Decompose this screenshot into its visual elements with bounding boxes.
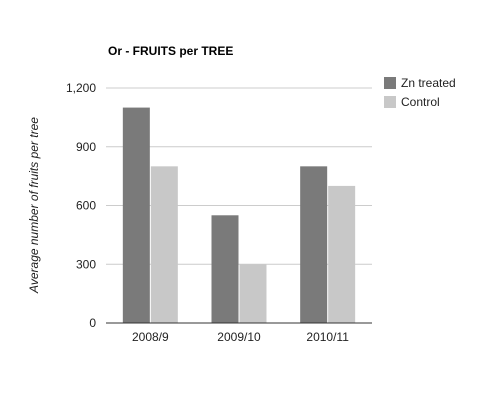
bar-zn-treated [300, 166, 328, 323]
chart-title: Or - FRUITS per TREE [108, 44, 233, 58]
legend-swatch [384, 96, 396, 108]
legend: Zn treated Control [384, 76, 456, 109]
y-tick-label: 900 [76, 140, 96, 154]
x-tick-label: 2009/10 [217, 330, 261, 344]
x-tick-label: 2010/11 [306, 330, 349, 344]
y-tick-label: 0 [89, 316, 96, 330]
legend-label: Zn treated [401, 76, 456, 90]
bar-control [150, 166, 178, 323]
x-tick-labels: 2008/9 2009/10 2010/11 [132, 330, 349, 344]
bar-control [239, 264, 267, 323]
bars [122, 107, 356, 323]
y-axis-label: Average number of fruits per tree [27, 117, 41, 294]
y-tick-labels: 0 300 600 900 1,200 [66, 81, 96, 330]
y-tick-label: 600 [76, 199, 96, 213]
bar-control [328, 185, 356, 323]
gridlines [106, 87, 372, 265]
y-tick-label: 300 [76, 257, 96, 271]
y-tick-label: 1,200 [66, 81, 96, 95]
legend-swatch [384, 77, 396, 89]
bar-zn-treated [211, 215, 239, 323]
legend-label: Control [401, 95, 440, 109]
bar-zn-treated [122, 107, 150, 323]
x-tick-label: 2008/9 [132, 330, 169, 344]
